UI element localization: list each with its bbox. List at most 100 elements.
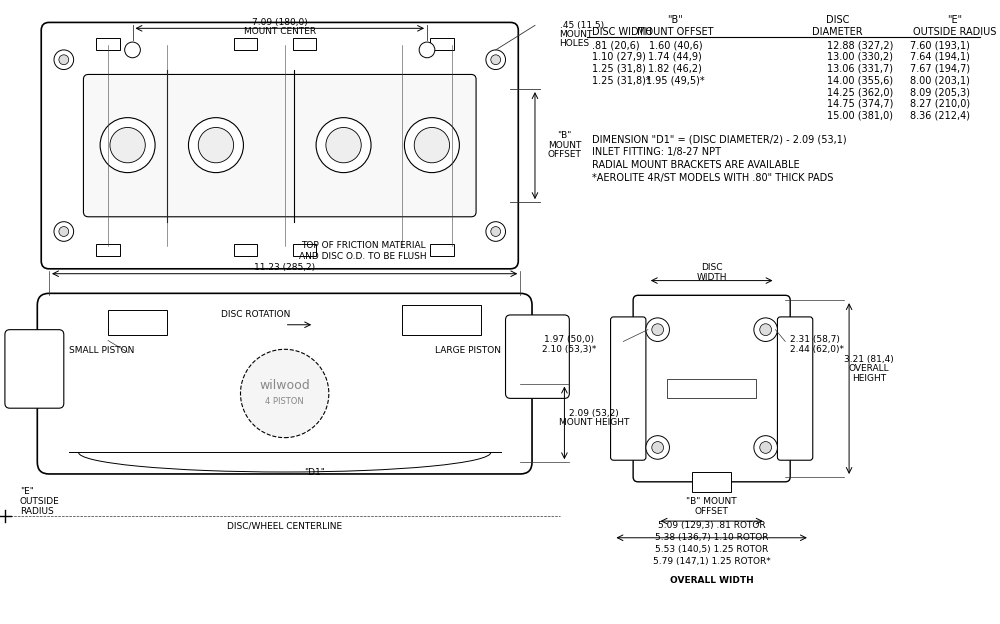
Circle shape [414,127,450,163]
Text: DIAMETER: DIAMETER [812,27,863,37]
Circle shape [59,55,69,65]
Text: 8.27 (210,0): 8.27 (210,0) [910,99,970,109]
Text: INLET FITTING: 1/8-27 NPT: INLET FITTING: 1/8-27 NPT [592,147,721,157]
Bar [96,38,120,50]
Circle shape [760,324,772,336]
Circle shape [59,227,69,236]
Text: 15.00 (381,0): 15.00 (381,0) [827,110,893,120]
Circle shape [198,127,234,163]
Circle shape [754,436,777,459]
FancyBboxPatch shape [41,22,518,269]
Bar [108,310,167,334]
Text: 1.95 (49,5)*: 1.95 (49,5)* [646,76,705,85]
Bar [430,38,454,50]
Text: SMALL PISTON: SMALL PISTON [69,346,134,355]
Text: 5.09 (129,3) .81 ROTOR: 5.09 (129,3) .81 ROTOR [658,522,765,530]
Text: "B": "B" [667,16,683,26]
Text: HEIGHT: HEIGHT [852,374,886,383]
Text: 1.25 (31,8): 1.25 (31,8) [592,64,646,74]
FancyBboxPatch shape [506,315,569,398]
Text: 14.00 (355,6): 14.00 (355,6) [827,76,894,85]
Bar [430,244,454,256]
Circle shape [54,222,74,241]
Circle shape [754,318,777,341]
Circle shape [419,42,435,58]
Text: DISC: DISC [701,263,722,272]
Text: .45 (11,5): .45 (11,5) [560,21,604,30]
Bar [234,244,257,256]
Text: HOLES: HOLES [560,39,590,47]
Circle shape [54,50,74,69]
Text: RADIUS: RADIUS [20,507,53,516]
Bar [96,244,120,256]
Text: 1.25 (31,8)*: 1.25 (31,8)* [592,76,651,85]
Text: 13.00 (330,2): 13.00 (330,2) [827,52,893,62]
Text: 7.64 (194,1): 7.64 (194,1) [910,52,970,62]
Circle shape [652,442,664,454]
Text: 14.25 (362,0): 14.25 (362,0) [827,87,894,97]
Text: 5.38 (136,7) 1.10 ROTOR: 5.38 (136,7) 1.10 ROTOR [655,534,768,542]
Text: MOUNT HEIGHT: MOUNT HEIGHT [559,419,629,427]
Text: MOUNT: MOUNT [548,140,581,150]
Text: MOUNT OFFSET: MOUNT OFFSET [637,27,714,37]
Text: OVERALL WIDTH: OVERALL WIDTH [670,577,754,585]
Circle shape [646,318,669,341]
Circle shape [760,442,772,454]
Text: OFFSET: OFFSET [695,507,729,516]
Bar [293,38,316,50]
Bar [692,472,731,492]
Bar [667,379,756,398]
Text: DIMENSION "D1" = (DISC DIAMETER/2) - 2.09 (53,1): DIMENSION "D1" = (DISC DIAMETER/2) - 2.0… [592,134,847,144]
Text: DISC ROTATION: DISC ROTATION [221,311,290,319]
FancyBboxPatch shape [633,295,790,482]
Circle shape [491,55,501,65]
Text: 2.10 (53,3)*: 2.10 (53,3)* [542,345,597,354]
Text: LARGE PISTON: LARGE PISTON [435,346,501,355]
Circle shape [491,227,501,236]
Text: DISC: DISC [826,16,849,26]
FancyBboxPatch shape [5,329,64,408]
Circle shape [404,118,459,173]
Circle shape [486,222,506,241]
Text: 5.53 (140,5) 1.25 ROTOR: 5.53 (140,5) 1.25 ROTOR [655,545,768,554]
Text: MOUNT CENTER: MOUNT CENTER [244,27,316,36]
Circle shape [316,118,371,173]
Text: 1.74 (44,9): 1.74 (44,9) [648,52,702,62]
Text: 11.23 (285,2): 11.23 (285,2) [254,263,315,272]
Text: RADIAL MOUNT BRACKETS ARE AVAILABLE: RADIAL MOUNT BRACKETS ARE AVAILABLE [592,160,800,170]
FancyBboxPatch shape [37,293,532,474]
Text: 12.88 (327,2): 12.88 (327,2) [827,40,894,50]
Text: 7.60 (193,1): 7.60 (193,1) [910,40,970,50]
Text: 1.10 (27,9): 1.10 (27,9) [592,52,646,62]
Text: "B" MOUNT: "B" MOUNT [686,497,737,506]
Circle shape [646,436,669,459]
Text: "D1": "D1" [304,467,325,477]
Text: *AEROLITE 4R/ST MODELS WITH .80" THICK PADS: *AEROLITE 4R/ST MODELS WITH .80" THICK P… [592,172,833,183]
Text: 1.60 (40,6): 1.60 (40,6) [649,40,702,50]
Text: wilwood: wilwood [259,379,310,392]
Circle shape [100,118,155,173]
Text: 8.00 (203,1): 8.00 (203,1) [910,76,970,85]
Text: "E": "E" [20,487,34,496]
Text: 13.06 (331,7): 13.06 (331,7) [827,64,893,74]
Text: WIDTH: WIDTH [696,273,727,282]
Circle shape [125,42,140,58]
Text: 2.31 (58,7): 2.31 (58,7) [790,335,840,344]
Text: 14.75 (374,7): 14.75 (374,7) [827,99,894,109]
Circle shape [240,349,329,437]
Text: 4 PISTON: 4 PISTON [265,397,304,406]
Circle shape [326,127,361,163]
FancyBboxPatch shape [777,317,813,461]
Text: .81 (20,6): .81 (20,6) [592,40,640,50]
Text: 3.21 (81,4): 3.21 (81,4) [844,354,894,364]
Text: OUTSIDE RADIUS: OUTSIDE RADIUS [913,27,997,37]
Bar [402,305,481,334]
Text: 8.09 (205,3): 8.09 (205,3) [910,87,970,97]
Text: DISC WIDTH: DISC WIDTH [592,27,652,37]
FancyBboxPatch shape [611,317,646,461]
Text: DISC/WHEEL CENTERLINE: DISC/WHEEL CENTERLINE [227,522,342,530]
Circle shape [110,127,145,163]
Text: OFFSET: OFFSET [547,150,581,160]
Circle shape [188,118,243,173]
Text: OVERALL: OVERALL [848,364,889,373]
